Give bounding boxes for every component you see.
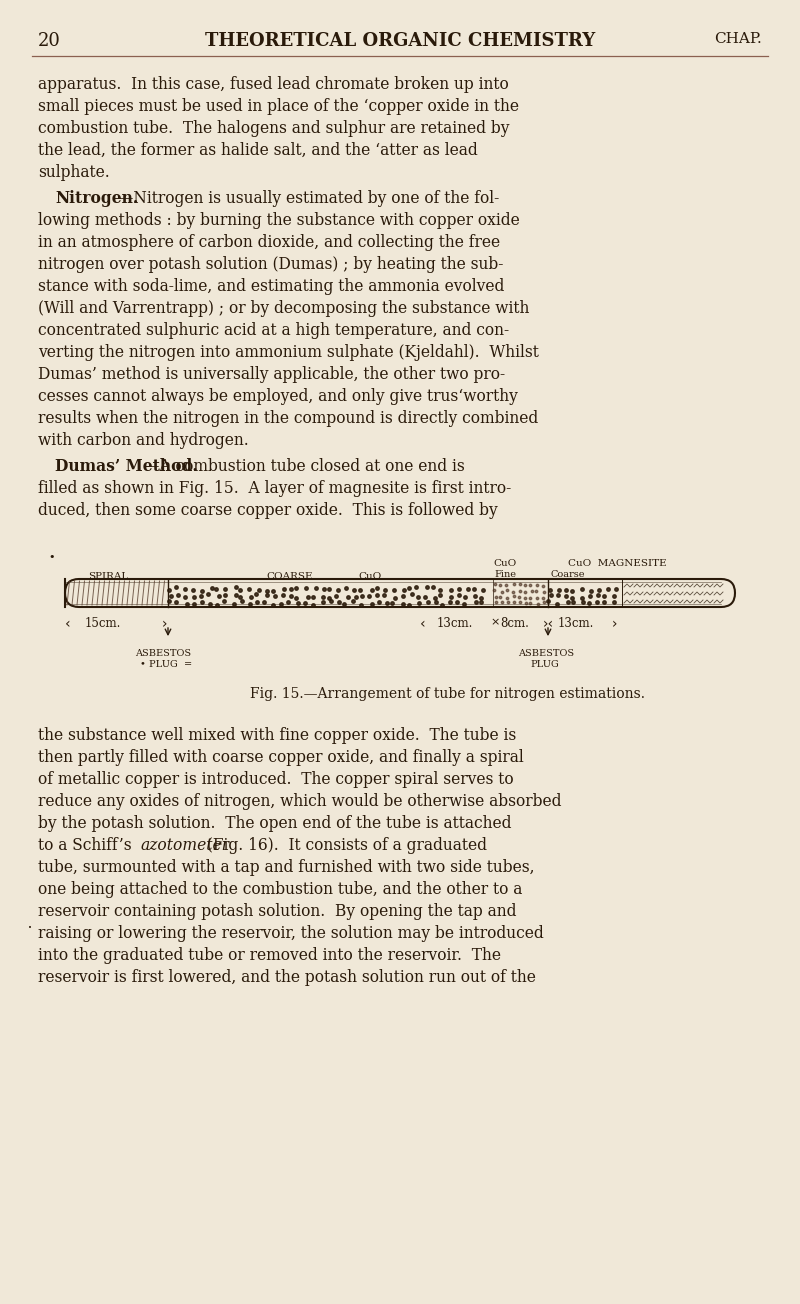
Text: the substance well mixed with fine copper oxide.  The tube is: the substance well mixed with fine coppe… xyxy=(38,728,516,745)
Text: stance with soda-lime, and estimating the ammonia evolved: stance with soda-lime, and estimating th… xyxy=(38,278,504,295)
Text: filled as shown in Fig. 15.  A layer of magnesite is first intro-: filled as shown in Fig. 15. A layer of m… xyxy=(38,480,511,497)
Text: COARSE: COARSE xyxy=(266,572,314,582)
Text: THEORETICAL ORGANIC CHEMISTRY: THEORETICAL ORGANIC CHEMISTRY xyxy=(205,33,595,50)
Text: in an atmosphere of carbon dioxide, and collecting the free: in an atmosphere of carbon dioxide, and … xyxy=(38,233,500,250)
Text: to a Schiff’s: to a Schiff’s xyxy=(38,837,137,854)
Text: 13cm.: 13cm. xyxy=(558,617,594,630)
Text: —A combustion tube closed at one end is: —A combustion tube closed at one end is xyxy=(144,458,465,475)
Text: •: • xyxy=(28,925,32,931)
Text: •: • xyxy=(48,552,54,562)
Text: results when the nitrogen in the compound is directly combined: results when the nitrogen in the compoun… xyxy=(38,409,538,426)
Text: ‹: ‹ xyxy=(420,617,426,631)
Text: apparatus.  In this case, fused lead chromate broken up into: apparatus. In this case, fused lead chro… xyxy=(38,76,509,93)
Text: 8cm.: 8cm. xyxy=(500,617,529,630)
Text: (Fig. 16).  It consists of a graduated: (Fig. 16). It consists of a graduated xyxy=(202,837,487,854)
Text: into the graduated tube or removed into the reservoir.  The: into the graduated tube or removed into … xyxy=(38,947,501,964)
Text: Dumas’ Method.: Dumas’ Method. xyxy=(55,458,198,475)
Text: ASBESTOS: ASBESTOS xyxy=(135,649,191,659)
Text: 15cm.: 15cm. xyxy=(85,617,122,630)
Text: lowing methods : by burning the substance with copper oxide: lowing methods : by burning the substanc… xyxy=(38,213,520,230)
Text: cesses cannot always be employed, and only give trusʻworthy: cesses cannot always be employed, and on… xyxy=(38,389,518,406)
Text: reservoir is first lowered, and the potash solution run out of the: reservoir is first lowered, and the pota… xyxy=(38,969,536,986)
Text: sulphate.: sulphate. xyxy=(38,164,110,181)
Text: of metallic copper is introduced.  The copper spiral serves to: of metallic copper is introduced. The co… xyxy=(38,771,514,788)
Text: raising or lowering the reservoir, the solution may be introduced: raising or lowering the reservoir, the s… xyxy=(38,925,544,941)
Text: then partly filled with coarse copper oxide, and finally a spiral: then partly filled with coarse copper ox… xyxy=(38,748,524,765)
Text: PLUG: PLUG xyxy=(530,660,558,669)
Text: 13cm.: 13cm. xyxy=(437,617,474,630)
Text: tube, surmounted with a tap and furnished with two side tubes,: tube, surmounted with a tap and furnishe… xyxy=(38,859,534,876)
Text: ‹: ‹ xyxy=(65,617,70,631)
Text: ›: › xyxy=(162,617,167,631)
Text: —Nitrogen is usually estimated by one of the fol-: —Nitrogen is usually estimated by one of… xyxy=(118,190,499,207)
Text: ASBESTOS: ASBESTOS xyxy=(518,649,574,659)
Text: CuO: CuO xyxy=(358,572,382,582)
Text: SPIRAL: SPIRAL xyxy=(88,572,128,582)
Text: azotometer: azotometer xyxy=(140,837,229,854)
Text: by the potash solution.  The open end of the tube is attached: by the potash solution. The open end of … xyxy=(38,815,511,832)
Text: nitrogen over potash solution (Dumas) ; by heating the sub-: nitrogen over potash solution (Dumas) ; … xyxy=(38,256,503,273)
Text: with carbon and hydrogen.: with carbon and hydrogen. xyxy=(38,432,249,449)
Text: (Will and Varrentrapp) ; or by decomposing the substance with: (Will and Varrentrapp) ; or by decomposi… xyxy=(38,300,530,317)
Text: ›‹: ›‹ xyxy=(543,617,554,631)
Text: concentrated sulphuric acid at a high temperature, and con-: concentrated sulphuric acid at a high te… xyxy=(38,322,509,339)
Text: one being attached to the combustion tube, and the other to a: one being attached to the combustion tub… xyxy=(38,882,522,898)
Text: CHAP.: CHAP. xyxy=(714,33,762,46)
Text: Fig. 15.—Arrangement of tube for nitrogen estimations.: Fig. 15.—Arrangement of tube for nitroge… xyxy=(250,687,645,702)
Text: Dumas’ method is universally applicable, the other two pro-: Dumas’ method is universally applicable,… xyxy=(38,366,505,383)
Text: • PLUG  =: • PLUG = xyxy=(140,660,192,669)
Text: verting the nitrogen into ammonium sulphate (Kjeldahl).  Whilst: verting the nitrogen into ammonium sulph… xyxy=(38,344,539,361)
Text: the lead, the former as halide salt, and the ʻatter as lead: the lead, the former as halide salt, and… xyxy=(38,142,478,159)
Text: small pieces must be used in place of the ʻcopper oxide in the: small pieces must be used in place of th… xyxy=(38,98,519,115)
Text: CuO: CuO xyxy=(494,559,517,569)
Text: Nitrogen.: Nitrogen. xyxy=(55,190,138,207)
Text: Coarse: Coarse xyxy=(550,570,586,579)
Text: ×: × xyxy=(490,617,499,627)
Text: Fine: Fine xyxy=(494,570,516,579)
Text: duced, then some coarse copper oxide.  This is followed by: duced, then some coarse copper oxide. Th… xyxy=(38,502,498,519)
Text: 20: 20 xyxy=(38,33,61,50)
Text: reservoir containing potash solution.  By opening the tap and: reservoir containing potash solution. By… xyxy=(38,902,517,921)
Text: reduce any oxides of nitrogen, which would be otherwise absorbed: reduce any oxides of nitrogen, which wou… xyxy=(38,793,562,810)
Text: combustion tube.  The halogens and sulphur are retained by: combustion tube. The halogens and sulphu… xyxy=(38,120,510,137)
Text: ›: › xyxy=(612,617,618,631)
Text: CuO  MAGNESITE: CuO MAGNESITE xyxy=(568,559,666,569)
